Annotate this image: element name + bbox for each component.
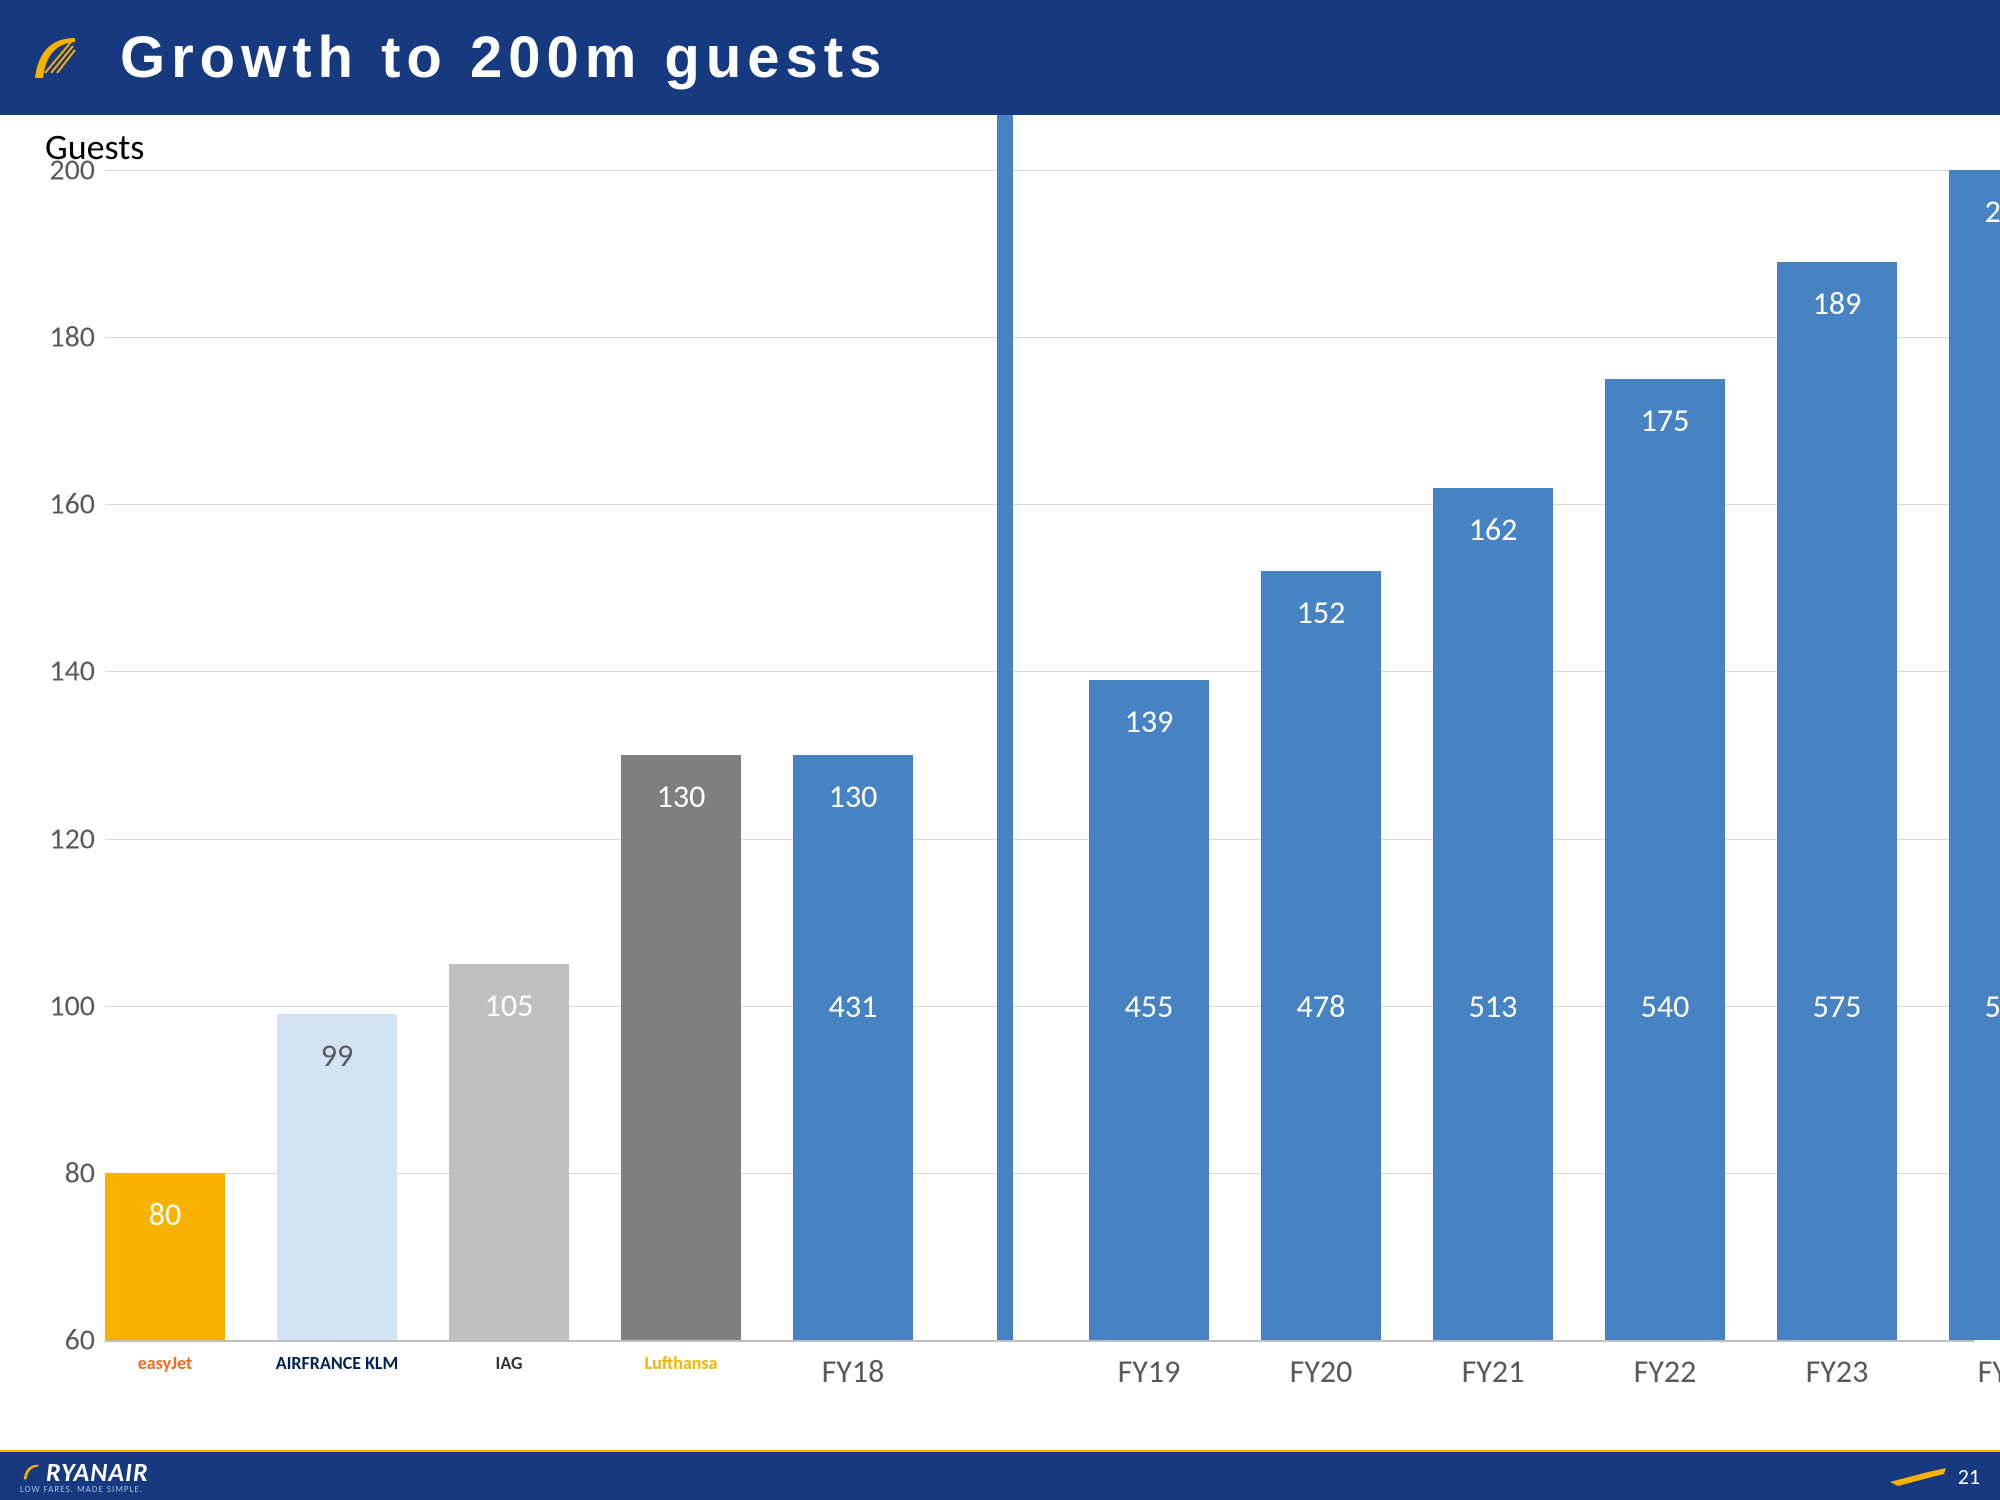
x-label-fy24: FY24 <box>1949 1352 2000 1391</box>
bar-fy24: 200 585 <box>1949 170 2000 1340</box>
header-bar: Growth to 200m guests <box>0 0 2000 115</box>
gridline <box>105 337 1975 338</box>
x-label-fy19: FY19 <box>1089 1352 1209 1391</box>
bar-sublabel: 513 <box>1433 987 1553 1026</box>
footer-brand-name: RYANAIR <box>46 1459 149 1485</box>
bar-sublabel: 575 <box>1777 987 1897 1026</box>
chart-area: Guests 608010012014016018020080easyJet99… <box>0 115 2000 1450</box>
y-tick-label: 160 <box>35 486 95 523</box>
y-tick-label: 200 <box>35 152 95 189</box>
y-tick-label: 180 <box>35 319 95 356</box>
bar-sublabel: 585 <box>1949 987 2000 1026</box>
plot-region: 608010012014016018020080easyJet99AIRFRAN… <box>105 170 1975 1340</box>
y-tick-label: 100 <box>35 987 95 1024</box>
bar-value-label: 189 <box>1777 284 1897 323</box>
x-label-fy23: FY23 <box>1777 1352 1897 1391</box>
footer-tagline: LOW FARES. MADE SIMPLE. <box>20 1485 149 1494</box>
page-number-group: 21 <box>1888 1463 1980 1490</box>
x-logo-afklm: AIRFRANCE KLM <box>267 1352 407 1374</box>
bar-sublabel: 431 <box>793 987 913 1026</box>
bar-sublabel: 455 <box>1089 987 1209 1026</box>
wing-icon <box>1888 1464 1948 1488</box>
bar-lufthansa: 130 <box>621 755 741 1340</box>
y-tick-label: 60 <box>35 1322 95 1359</box>
bar-sublabel: 540 <box>1605 987 1725 1026</box>
chart-divider <box>997 115 1013 1340</box>
bar-value-label: 130 <box>621 777 741 816</box>
footer-bar: RYANAIR LOW FARES. MADE SIMPLE. 21 <box>0 1450 2000 1500</box>
footer-brand: RYANAIR LOW FARES. MADE SIMPLE. <box>20 1459 149 1494</box>
harp-logo-icon <box>20 23 90 93</box>
y-tick-label: 80 <box>35 1154 95 1191</box>
bar-value-label: 80 <box>105 1195 225 1234</box>
bar-afklm: 99 <box>277 1014 397 1340</box>
bar-value-label: 162 <box>1433 510 1553 549</box>
bar-value-label: 99 <box>277 1036 397 1075</box>
x-label-fy20: FY20 <box>1261 1352 1381 1391</box>
page-title: Growth to 200m guests <box>120 24 887 91</box>
x-label-fy22: FY22 <box>1605 1352 1725 1391</box>
bar-value-label: 130 <box>793 777 913 816</box>
harp-small-icon <box>20 1461 42 1483</box>
x-label-fy21: FY21 <box>1433 1352 1553 1391</box>
bar-fy22: 175 540 <box>1605 379 1725 1340</box>
bar-sublabel: 478 <box>1261 987 1381 1026</box>
bar-value-label: 175 <box>1605 401 1725 440</box>
bar-fy21: 162 513 <box>1433 488 1553 1340</box>
x-label-fy18: FY18 <box>793 1352 913 1391</box>
bar-fy23: 189 575 <box>1777 262 1897 1340</box>
bar-fy18: 130 431 <box>793 755 913 1340</box>
bar-iag: 105 <box>449 964 569 1340</box>
bar-value-label: 200 <box>1949 192 2000 231</box>
y-tick-label: 140 <box>35 653 95 690</box>
x-axis-line <box>105 1340 1975 1342</box>
x-logo-lufthansa: Lufthansa <box>611 1352 751 1374</box>
y-tick-label: 120 <box>35 820 95 857</box>
bar-value-label: 139 <box>1089 702 1209 741</box>
page-number: 21 <box>1958 1463 1980 1490</box>
x-logo-iag: IAG <box>439 1352 579 1374</box>
gridline <box>105 170 1975 171</box>
bar-easyjet: 80 <box>105 1173 225 1340</box>
bar-fy19: 139 455 <box>1089 680 1209 1340</box>
x-logo-easyjet: easyJet <box>95 1352 235 1374</box>
bar-value-label: 105 <box>449 986 569 1025</box>
bar-value-label: 152 <box>1261 593 1381 632</box>
bar-fy20: 152 478 <box>1261 571 1381 1340</box>
